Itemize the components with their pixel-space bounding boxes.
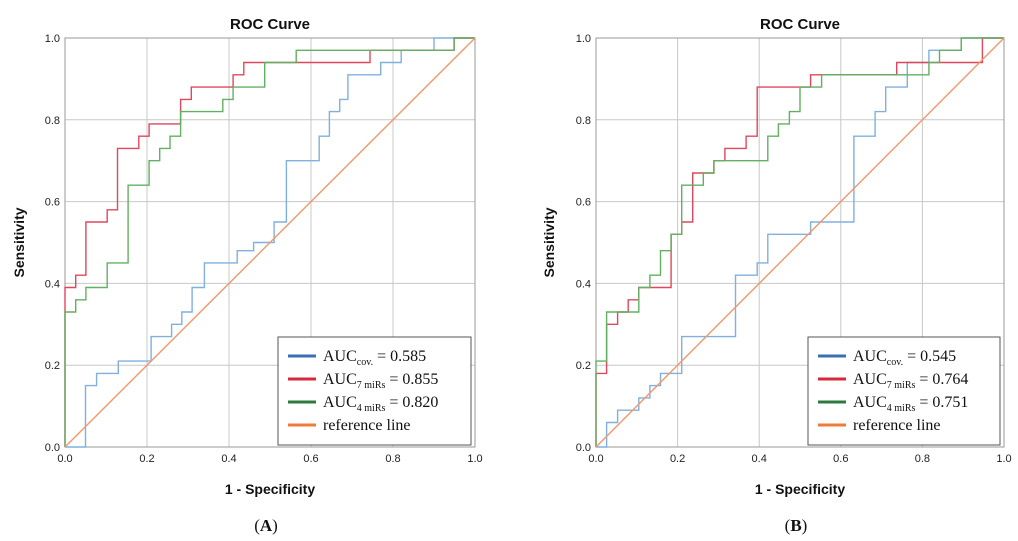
legend-entry: reference line bbox=[853, 417, 940, 434]
x-tick-label: 0.2 bbox=[670, 453, 685, 465]
x-tick-label: 0.4 bbox=[752, 453, 767, 465]
x-tick-label: 0.0 bbox=[588, 453, 603, 465]
y-tick-label: 0.2 bbox=[45, 360, 60, 372]
series-line-7-mirs bbox=[64, 37, 475, 447]
y-tick-label: 0.4 bbox=[576, 278, 591, 290]
legend-entry: AUC7 miRs = 0.855 bbox=[323, 371, 438, 391]
y-tick-label: 0.4 bbox=[45, 278, 60, 290]
x-tick-label: 0.0 bbox=[57, 453, 72, 465]
legend-entry: AUC4 miRs = 0.820 bbox=[323, 394, 438, 414]
y-tick-label: 0.0 bbox=[576, 442, 591, 454]
x-tick-label: 0.4 bbox=[221, 453, 236, 465]
legend-entry: AUCcov. = 0.585 bbox=[323, 348, 426, 368]
x-tick-label: 1.0 bbox=[996, 453, 1011, 465]
series-line-4-mirs bbox=[64, 37, 475, 447]
panel-label: (A) bbox=[254, 516, 278, 535]
legend-entry: reference line bbox=[323, 417, 410, 434]
y-tick-label: 1.0 bbox=[576, 33, 591, 45]
x-tick-label: 1.0 bbox=[467, 453, 482, 465]
y-tick-label: 0.0 bbox=[45, 442, 60, 454]
x-tick-label: 0.8 bbox=[915, 453, 930, 465]
y-tick-label: 0.6 bbox=[45, 197, 60, 209]
x-tick-label: 0.2 bbox=[139, 453, 154, 465]
series-line-reference bbox=[595, 37, 1005, 448]
chart-title: ROC Curve bbox=[760, 16, 840, 33]
legend-entry: AUCcov. = 0.545 bbox=[853, 348, 956, 368]
legend-entry: AUC4 miRs = 0.751 bbox=[853, 394, 968, 414]
series-line-cov bbox=[65, 37, 475, 448]
x-tick-label: 0.6 bbox=[833, 453, 848, 465]
y-tick-label: 0.6 bbox=[576, 197, 591, 209]
legend: AUCcov. = 0.585 AUC7 miRs = 0.855 AUC4 miR… bbox=[277, 336, 472, 446]
legend: AUCcov. = 0.545 AUC7 miRs = 0.764 AUC4 miR… bbox=[807, 336, 1001, 446]
roc-panel-b: 0.0 0.2 0.4 0.6 0.8 1.0 0.0 0.2 0.4 0.6 0.8 1.0 ROC … bbox=[541, 16, 1012, 535]
x-axis-label: 1 - Specificity bbox=[755, 481, 845, 497]
x-tick-label: 0.6 bbox=[303, 453, 318, 465]
y-tick-label: 0.8 bbox=[576, 115, 591, 127]
panel-label: (B) bbox=[785, 516, 808, 535]
y-tick-label: 1.0 bbox=[45, 33, 60, 45]
chart-title: ROC Curve bbox=[230, 16, 310, 33]
y-axis-label: Sensitivity bbox=[11, 207, 27, 277]
plot-frame bbox=[595, 37, 1005, 448]
legend-entry: AUC7 miRs = 0.764 bbox=[853, 371, 968, 391]
series-line-4-mirs bbox=[595, 37, 1004, 447]
x-tick-label: 0.8 bbox=[385, 453, 400, 465]
y-tick-label: 0.2 bbox=[576, 360, 591, 372]
y-tick-label: 0.8 bbox=[45, 115, 60, 127]
plot-frame bbox=[64, 37, 476, 448]
x-axis-label: 1 - Specificity bbox=[225, 481, 315, 497]
y-axis-label: Sensitivity bbox=[541, 207, 557, 277]
roc-panel-a: 0.0 0.2 0.4 0.6 0.8 1.0 0.0 0.2 0.4 0.6 0.8 1.0 ROC … bbox=[11, 16, 483, 535]
series-line-reference bbox=[64, 37, 476, 448]
